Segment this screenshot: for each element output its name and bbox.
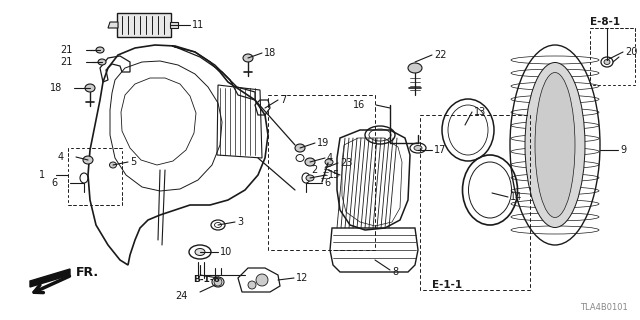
- Ellipse shape: [408, 63, 422, 73]
- Text: 15: 15: [328, 170, 340, 180]
- Text: 5: 5: [130, 157, 136, 167]
- Text: 3: 3: [237, 217, 243, 227]
- Circle shape: [214, 278, 222, 286]
- Ellipse shape: [243, 54, 253, 62]
- Text: FR.: FR.: [76, 266, 99, 278]
- Ellipse shape: [83, 156, 93, 164]
- Text: E-1-1: E-1-1: [432, 280, 462, 290]
- Ellipse shape: [96, 47, 104, 53]
- Ellipse shape: [295, 144, 305, 152]
- Ellipse shape: [525, 62, 585, 228]
- Text: 4: 4: [327, 153, 333, 163]
- Polygon shape: [170, 22, 178, 28]
- Text: 10: 10: [220, 247, 232, 257]
- Text: 7: 7: [280, 95, 286, 105]
- Text: E-8-1: E-8-1: [590, 17, 620, 27]
- Ellipse shape: [195, 249, 205, 255]
- Circle shape: [248, 281, 256, 289]
- Text: 11: 11: [192, 20, 204, 30]
- Text: 23: 23: [340, 158, 353, 168]
- Ellipse shape: [535, 73, 575, 218]
- Text: 21: 21: [61, 57, 73, 67]
- Text: 18: 18: [264, 48, 276, 58]
- Text: 6: 6: [52, 178, 58, 188]
- Text: B-1-6: B-1-6: [193, 275, 220, 284]
- Ellipse shape: [85, 84, 95, 92]
- Text: 16: 16: [353, 100, 365, 110]
- Ellipse shape: [98, 59, 106, 65]
- FancyBboxPatch shape: [117, 13, 171, 37]
- Text: 20: 20: [625, 47, 637, 57]
- Text: 4: 4: [58, 152, 64, 162]
- Text: 21: 21: [61, 45, 73, 55]
- Text: 8: 8: [392, 267, 398, 277]
- Ellipse shape: [414, 146, 422, 150]
- Text: 22: 22: [434, 50, 447, 60]
- Ellipse shape: [109, 162, 116, 168]
- Ellipse shape: [604, 60, 610, 65]
- Text: 17: 17: [434, 145, 446, 155]
- Text: 12: 12: [296, 273, 308, 283]
- Text: 24: 24: [175, 291, 188, 301]
- Text: TLA4B0101: TLA4B0101: [580, 303, 628, 313]
- Circle shape: [256, 274, 268, 286]
- Text: 14: 14: [510, 192, 522, 202]
- Ellipse shape: [305, 158, 315, 166]
- Polygon shape: [108, 22, 118, 28]
- Text: 1: 1: [39, 170, 45, 180]
- Text: 2: 2: [312, 165, 318, 175]
- Text: 19: 19: [317, 138, 329, 148]
- Text: 6: 6: [324, 178, 330, 188]
- Text: 18: 18: [50, 83, 62, 93]
- Text: 9: 9: [620, 145, 626, 155]
- Ellipse shape: [325, 159, 333, 165]
- Ellipse shape: [306, 175, 314, 181]
- Polygon shape: [30, 269, 70, 287]
- Text: 13: 13: [474, 107, 486, 117]
